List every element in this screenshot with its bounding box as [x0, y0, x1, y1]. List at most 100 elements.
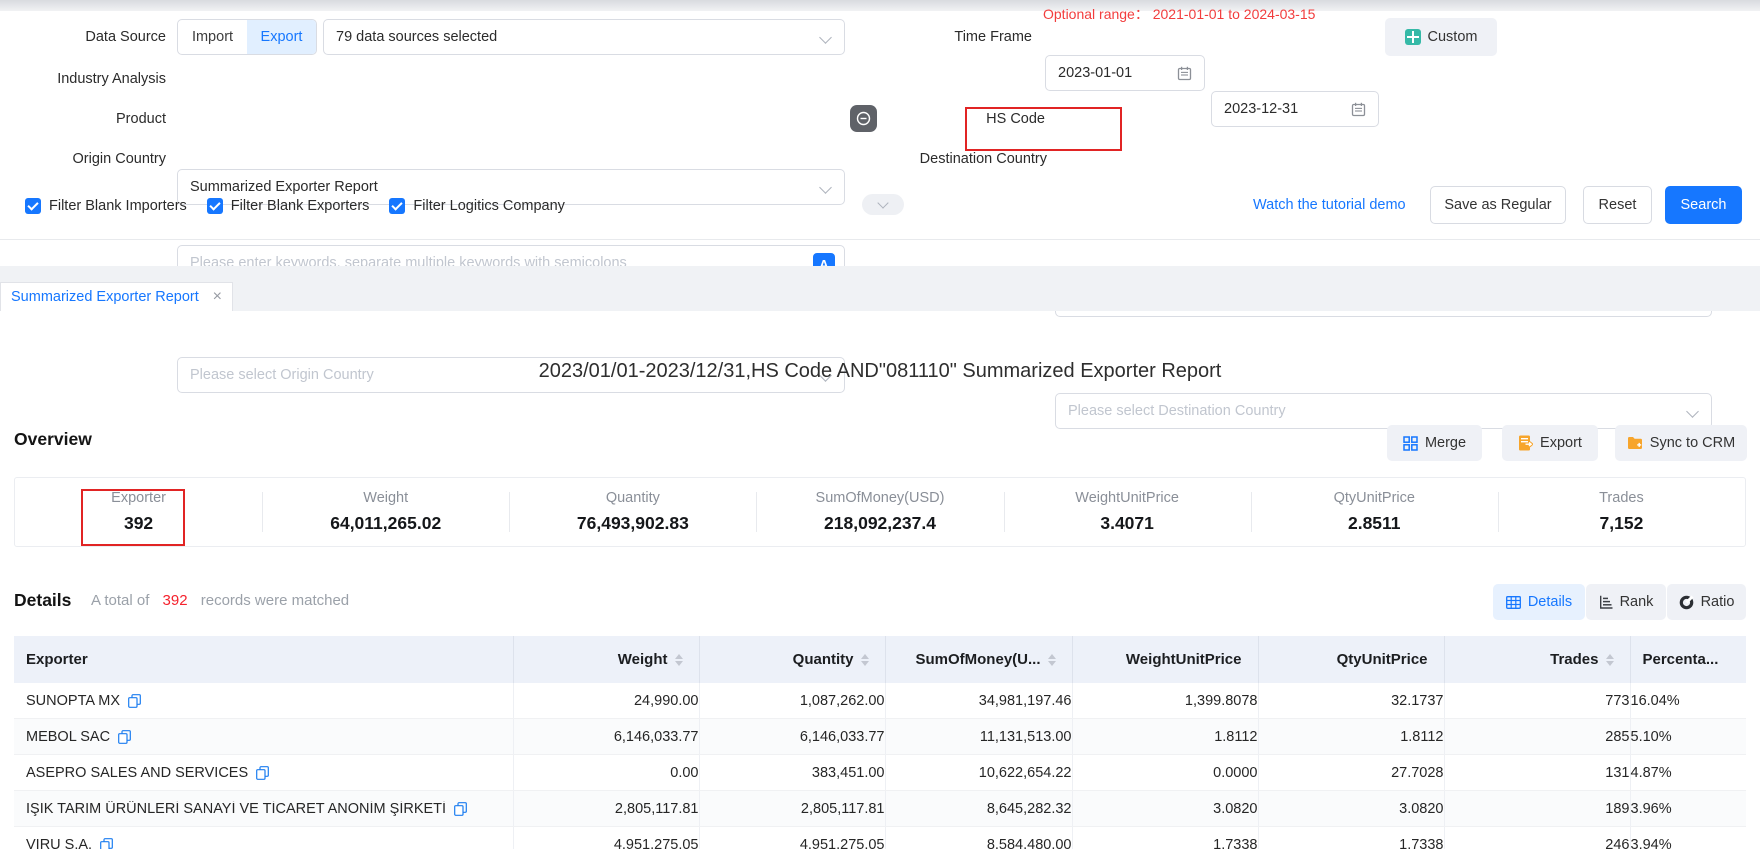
- view-ratio-button[interactable]: Ratio: [1667, 584, 1746, 620]
- time-frame-label: Time Frame: [932, 19, 1032, 55]
- column-header-trades[interactable]: Trades: [1444, 636, 1630, 683]
- industry-analysis-value: Summarized Exporter Report: [190, 179, 378, 195]
- circle-minus-icon[interactable]: [850, 105, 877, 132]
- crm-folder-icon: [1627, 436, 1643, 450]
- custom-range-button[interactable]: Custom: [1385, 18, 1497, 56]
- column-header-weight-unit-price: WeightUnitPrice: [1072, 636, 1258, 683]
- merge-button-label: Merge: [1425, 435, 1466, 451]
- stat-value: 3.4071: [1100, 513, 1154, 534]
- weight-unit-price-cell: 1.8112: [1072, 719, 1258, 755]
- merge-grid-icon: [1403, 436, 1418, 451]
- sum-of-money-cell: 11,131,513.00: [885, 719, 1072, 755]
- column-label: QtyUnitPrice: [1337, 651, 1428, 668]
- quantity-cell: 2,805,117.81: [699, 791, 885, 827]
- chevron-down-icon: [877, 197, 888, 208]
- stat-qty-unit-price: QtyUnitPrice 2.8511: [1251, 478, 1498, 546]
- column-label: Exporter: [26, 651, 88, 668]
- column-label: Trades: [1550, 651, 1598, 668]
- column-label: SumOfMoney(U...: [915, 651, 1040, 668]
- industry-analysis-label: Industry Analysis: [0, 61, 166, 97]
- sort-icon[interactable]: [1606, 654, 1614, 666]
- sync-to-crm-button-label: Sync to CRM: [1650, 435, 1735, 451]
- exporter-name: MEBOL SAC: [26, 729, 110, 745]
- copy-icon[interactable]: [100, 838, 113, 849]
- column-header-quantity[interactable]: Quantity: [699, 636, 885, 683]
- checkbox-filter-blank-exporters[interactable]: Filter Blank Exporters: [207, 198, 370, 214]
- weight-unit-price-cell: 1,399.8078: [1072, 683, 1258, 719]
- start-date-value: 2023-01-01: [1058, 65, 1132, 81]
- stat-value: 7,152: [1600, 513, 1644, 534]
- search-button[interactable]: Search: [1665, 186, 1742, 224]
- table-row: ASEPRO SALES AND SERVICES 0.00 383,451.0…: [14, 755, 1746, 791]
- collapse-filters-button[interactable]: [862, 194, 904, 215]
- merge-button[interactable]: Merge: [1387, 425, 1482, 461]
- details-heading: Details: [14, 590, 71, 611]
- view-rank-button[interactable]: Rank: [1586, 584, 1666, 620]
- tab-label: Summarized Exporter Report: [11, 289, 199, 305]
- table-icon: [1506, 596, 1521, 609]
- checkbox-filter-blank-importers[interactable]: Filter Blank Importers: [25, 198, 187, 214]
- column-header-weight[interactable]: Weight: [513, 636, 699, 683]
- end-date-input[interactable]: 2023-12-31: [1211, 91, 1379, 127]
- overview-stats-panel: Exporter 392 Weight 64,011,265.02 Quanti…: [14, 477, 1746, 547]
- hs-code-label: HS Code: [955, 101, 1045, 137]
- export-toggle-button[interactable]: Export: [247, 20, 316, 54]
- stat-label: WeightUnitPrice: [1075, 490, 1179, 506]
- stat-value: 76,493,902.83: [577, 513, 689, 534]
- details-table: Exporter Weight Quantity SumOfMoney(U...…: [14, 636, 1746, 849]
- column-header-sum-of-money[interactable]: SumOfMoney(U...: [885, 636, 1072, 683]
- sort-icon[interactable]: [1048, 654, 1056, 666]
- save-as-regular-button[interactable]: Save as Regular: [1430, 186, 1566, 224]
- checkbox-filter-logitics-company[interactable]: Filter Logitics Company: [389, 198, 565, 214]
- stat-exporter: Exporter 392: [15, 478, 262, 546]
- trades-cell: 131: [1444, 755, 1630, 791]
- export-button[interactable]: Export: [1502, 425, 1598, 461]
- stat-weight: Weight 64,011,265.02: [262, 478, 509, 546]
- quantity-cell: 1,087,262.00: [699, 683, 885, 719]
- copy-icon[interactable]: [128, 694, 141, 708]
- qty-unit-price-cell: 32.1737: [1258, 683, 1444, 719]
- tutorial-link[interactable]: Watch the tutorial demo: [1253, 186, 1406, 224]
- calendar-icon[interactable]: [1177, 66, 1192, 81]
- start-date-input[interactable]: 2023-01-01: [1045, 55, 1205, 91]
- import-toggle-button[interactable]: Import: [178, 20, 247, 54]
- destination-country-placeholder: Please select Destination Country: [1068, 403, 1286, 419]
- percentage-cell: 3.94%: [1630, 827, 1746, 849]
- reset-button[interactable]: Reset: [1583, 186, 1652, 224]
- table-row: SUNOPTA MX 24,990.00 1,087,262.00 34,981…: [14, 683, 1746, 719]
- checkbox-checked-icon: [207, 198, 223, 214]
- tab-strip: Summarized Exporter Report ×: [0, 266, 1760, 311]
- quantity-cell: 4,951,275.05: [699, 827, 885, 849]
- weight-cell: 4,951,275.05: [513, 827, 699, 849]
- stat-value: 218,092,237.4: [824, 513, 936, 534]
- stat-label: Trades: [1599, 490, 1644, 506]
- stat-quantity: Quantity 76,493,902.83: [509, 478, 756, 546]
- checkbox-checked-icon: [389, 198, 405, 214]
- custom-button-label: Custom: [1428, 29, 1478, 45]
- report-title: 2023/01/01-2023/12/31,HS Code AND"081110…: [0, 360, 1760, 383]
- export-file-icon: [1518, 435, 1533, 451]
- copy-icon[interactable]: [118, 730, 131, 744]
- weight-unit-price-cell: 1.7338: [1072, 827, 1258, 849]
- table-row: MEBOL SAC 6,146,033.77 6,146,033.77 11,1…: [14, 719, 1746, 755]
- column-header-exporter: Exporter: [14, 636, 513, 683]
- data-sources-select[interactable]: 79 data sources selected: [323, 19, 845, 55]
- tab-summarized-exporter-report[interactable]: Summarized Exporter Report ×: [0, 282, 233, 311]
- filter-panel-divider: [0, 239, 1760, 240]
- sort-icon[interactable]: [861, 654, 869, 666]
- exporter-name: VIRU S.A.: [26, 837, 92, 849]
- sort-icon[interactable]: [675, 654, 683, 666]
- chevron-down-icon: [819, 31, 832, 44]
- calendar-icon[interactable]: [1351, 102, 1366, 117]
- destination-country-select[interactable]: Please select Destination Country: [1055, 393, 1712, 429]
- checkbox-label: Filter Blank Importers: [49, 198, 187, 214]
- stat-label: QtyUnitPrice: [1334, 490, 1415, 506]
- sync-to-crm-button[interactable]: Sync to CRM: [1615, 425, 1747, 461]
- optional-range-note: Optional range： 2021-01-01 to 2024-03-15: [1043, 4, 1315, 24]
- copy-icon[interactable]: [454, 802, 467, 816]
- copy-icon[interactable]: [256, 766, 269, 780]
- checkbox-checked-icon: [25, 198, 41, 214]
- close-icon[interactable]: ×: [213, 289, 222, 305]
- overview-heading: Overview: [14, 429, 92, 450]
- view-details-button[interactable]: Details: [1493, 584, 1585, 620]
